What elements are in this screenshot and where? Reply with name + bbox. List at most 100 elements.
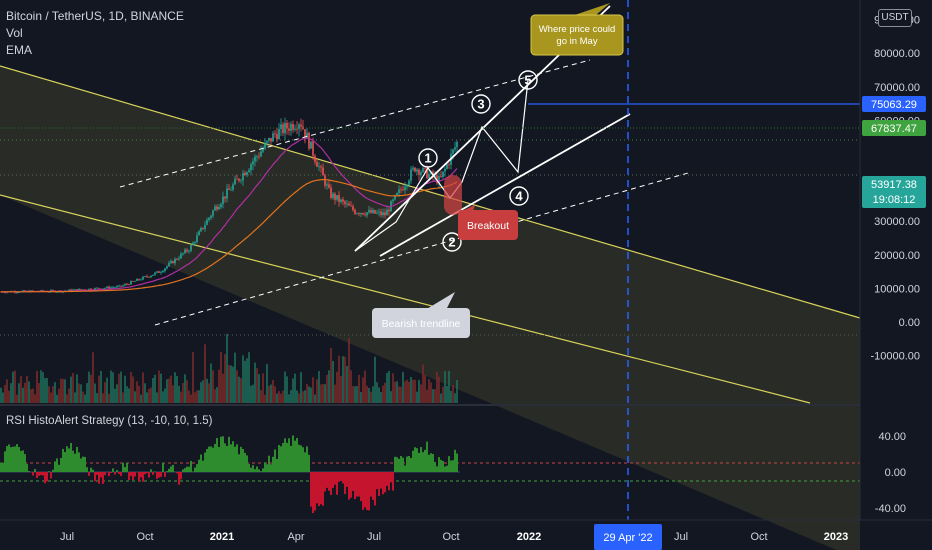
volume-bar: [194, 392, 196, 403]
candle-body: [386, 209, 388, 216]
ema-label: EMA: [6, 43, 33, 57]
rsi-bar: [168, 468, 170, 472]
y-tick-label: 0.00: [899, 317, 920, 329]
rsi-bar: [334, 472, 336, 485]
rsi-bar: [200, 454, 202, 472]
rsi-bar: [172, 464, 174, 472]
candle-body: [158, 271, 160, 273]
rsi-bar: [356, 472, 358, 497]
rsi-bar: [190, 460, 192, 472]
rsi-bar: [418, 452, 420, 472]
candle-body: [420, 172, 422, 175]
volume-bar: [438, 376, 440, 403]
candle-body: [414, 167, 416, 172]
volume-bar: [404, 381, 406, 403]
rsi-bar: [448, 456, 450, 472]
candle-body: [248, 170, 250, 173]
x-tick-label: Jul: [367, 531, 381, 543]
volume-bar: [180, 391, 182, 403]
volume-bar: [370, 391, 372, 403]
candle-body: [132, 281, 134, 283]
rsi-bar: [94, 472, 96, 482]
rsi-bar: [86, 467, 88, 472]
candle-body: [370, 210, 372, 213]
candle-body: [312, 141, 314, 156]
rsi-bar: [228, 436, 230, 472]
wave-4-label: 4: [515, 189, 523, 204]
candle-body: [210, 215, 212, 218]
rsi-bar: [134, 472, 136, 477]
rsi-bar: [438, 457, 440, 472]
rsi-bar: [338, 472, 340, 482]
candle-body: [16, 292, 18, 294]
rsi-bar: [56, 458, 58, 472]
rsi-bar: [302, 447, 304, 472]
rsi-bar: [232, 441, 234, 472]
volume-bar: [166, 379, 168, 403]
volume-bar: [212, 370, 214, 403]
volume-bar: [108, 393, 110, 403]
candle-body: [194, 242, 196, 243]
rsi-bar: [170, 466, 172, 472]
candle-body: [314, 155, 316, 162]
volume-bar: [24, 382, 26, 403]
rsi-bar: [406, 456, 408, 472]
candle-body: [378, 211, 380, 213]
rsi-bar: [202, 460, 204, 472]
volume-bar: [346, 366, 348, 403]
rsi-bar: [26, 463, 28, 472]
channel-upper-line: [0, 65, 861, 319]
rsi-bar: [384, 472, 386, 493]
price-label-1-box: [862, 120, 926, 136]
volume-bar: [78, 383, 80, 403]
rsi-bar: [378, 472, 380, 497]
rsi-bar: [242, 449, 244, 472]
candle-body: [366, 212, 368, 216]
volume-bar: [246, 358, 248, 403]
volume-bar: [448, 371, 450, 403]
volume-bar: [258, 374, 260, 403]
rsi-bar: [400, 455, 402, 472]
rsi-bar: [446, 465, 448, 472]
rsi-bar: [358, 472, 360, 497]
volume-bar: [54, 382, 56, 403]
volume-bar: [428, 379, 430, 403]
breakout-highlight: [444, 175, 462, 215]
candle-body: [316, 161, 318, 167]
rsi-bar: [320, 472, 322, 505]
candle-body: [368, 210, 370, 213]
volume-bar: [406, 379, 408, 403]
volume-bar: [60, 378, 62, 403]
volume-bar: [96, 393, 98, 403]
candle-body: [52, 290, 54, 291]
volume-bar: [226, 333, 228, 403]
volume-bar: [196, 390, 198, 403]
volume-bar: [372, 386, 374, 403]
rsi-bar: [220, 436, 222, 472]
wave-4-circle: [509, 186, 529, 206]
rsi-bar: [328, 472, 330, 491]
candle-body: [338, 195, 340, 202]
rsi-bar: [316, 472, 318, 504]
volume-bar: [396, 381, 398, 403]
candle-body: [344, 201, 346, 204]
candle-body: [396, 193, 398, 196]
rsi-bar: [256, 466, 258, 472]
volume-bar: [294, 373, 296, 403]
volume-bar: [332, 360, 334, 403]
rsi-bar: [326, 472, 328, 488]
currency-badge[interactable]: USDT: [878, 9, 912, 27]
candle-body: [442, 171, 444, 177]
volume-bar: [296, 390, 298, 403]
rsi-bar: [112, 468, 114, 472]
volume-bar: [210, 363, 212, 403]
rsi-bar: [158, 472, 160, 478]
rsi-bar: [192, 471, 194, 472]
volume-bar: [384, 382, 386, 403]
candle-body: [282, 124, 284, 134]
rsi-bar: [12, 446, 14, 472]
rsi-bar: [434, 461, 436, 472]
volume-bar: [426, 389, 428, 403]
rsi-bar: [254, 469, 256, 472]
